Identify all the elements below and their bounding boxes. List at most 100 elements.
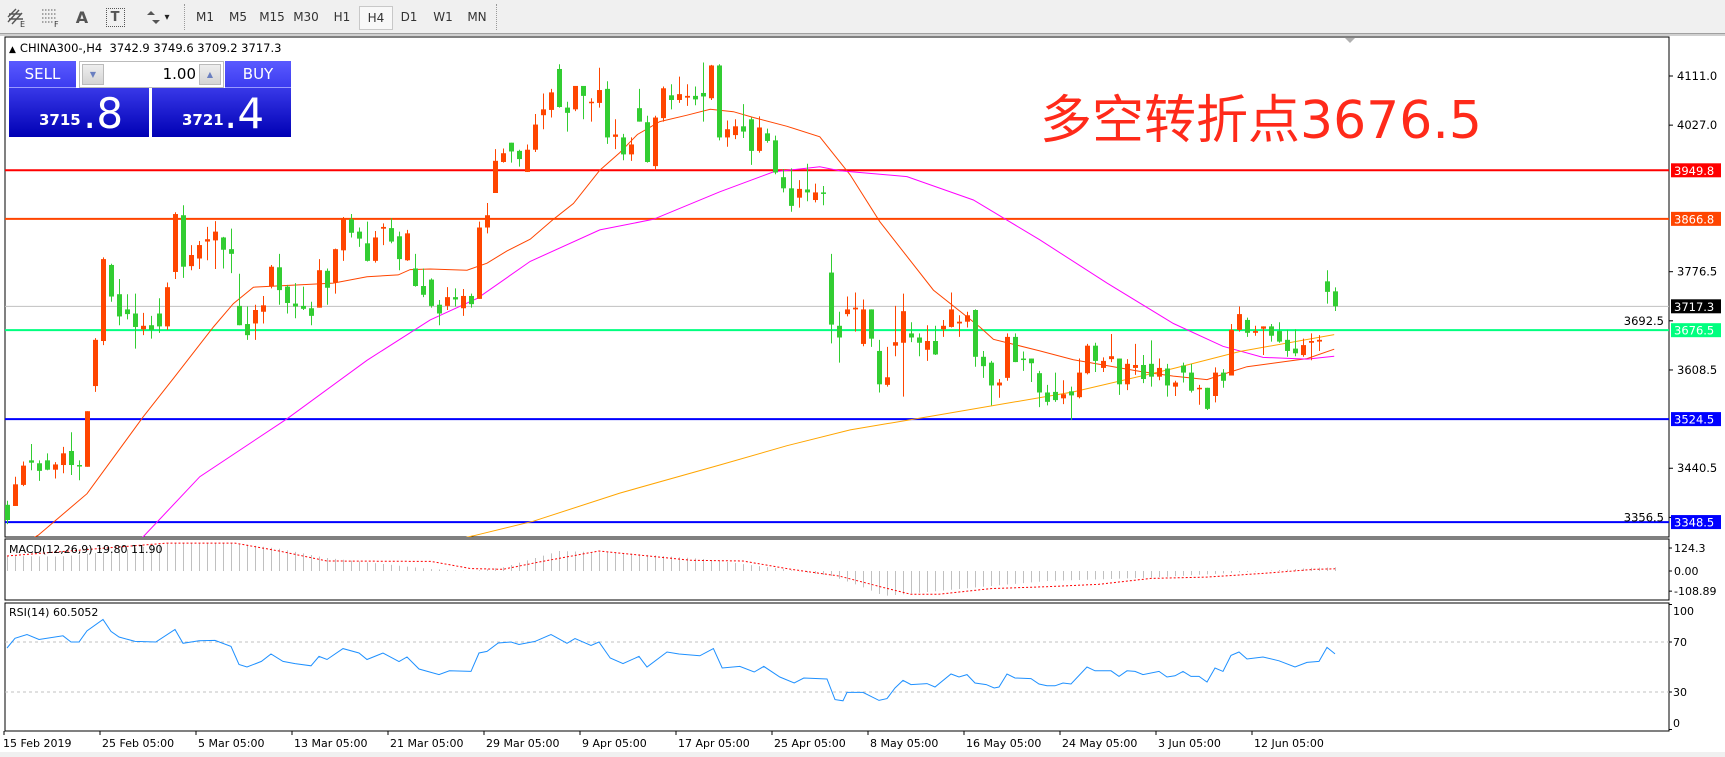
candle <box>757 116 762 153</box>
candle <box>917 333 922 357</box>
candle-body <box>397 236 402 260</box>
lot-increase-button[interactable]: ▲ <box>199 64 221 85</box>
candle-body <box>341 219 346 251</box>
candle <box>117 278 122 326</box>
candle <box>853 292 858 332</box>
candle-body <box>829 272 834 325</box>
text-label-icon[interactable]: T <box>103 5 127 29</box>
buy-button[interactable]: BUY <box>225 61 291 88</box>
time-axis-label: 29 Mar 05:00 <box>486 737 559 750</box>
candle <box>541 93 546 130</box>
candle <box>717 64 722 141</box>
text-icon[interactable]: A <box>75 7 89 27</box>
candle <box>437 300 442 326</box>
candle-body <box>549 92 554 110</box>
candle-body <box>1061 394 1066 399</box>
candle <box>549 88 554 118</box>
macd-signal-line <box>6 542 1336 595</box>
candle-body <box>1021 358 1026 361</box>
candle <box>1261 326 1266 356</box>
candle <box>973 309 978 367</box>
candle-body <box>1045 392 1050 402</box>
candle-body <box>1333 291 1338 307</box>
timeframe-m15[interactable]: M15 <box>259 10 285 24</box>
rsi-line <box>6 618 1336 702</box>
candle <box>949 292 954 328</box>
arrows-icon[interactable]: ▾ <box>140 5 174 29</box>
candle-body <box>1317 339 1322 342</box>
candle <box>1149 340 1154 387</box>
candle <box>45 453 50 471</box>
collapse-triangle-icon[interactable]: ▲ <box>9 45 16 55</box>
fibonacci-expansion-icon[interactable]: E <box>4 5 30 29</box>
candle <box>813 183 818 203</box>
timeframe-m30[interactable]: M30 <box>293 10 319 24</box>
fibonacci-grid-icon[interactable]: F <box>38 5 64 29</box>
candle <box>493 149 498 193</box>
candle <box>893 305 898 357</box>
candle-body <box>877 350 882 385</box>
macd-axis-label: 0.00 <box>1674 565 1699 578</box>
time-axis-label: 3 Jun 05:00 <box>1158 737 1221 750</box>
time-axis-label: 15 Feb 2019 <box>3 737 71 750</box>
candle <box>877 339 882 393</box>
candle <box>997 379 1002 398</box>
candle-body <box>1221 372 1226 381</box>
candle <box>653 115 658 171</box>
candle-body <box>1101 360 1106 368</box>
lot-size-input[interactable]: 1.00 <box>162 65 196 83</box>
buy-price-big: .4 <box>224 89 265 138</box>
timeframe-m5[interactable]: M5 <box>229 10 247 24</box>
lot-decrease-button[interactable]: ▼ <box>82 64 104 85</box>
timeframe-h4[interactable]: H4 <box>359 6 393 30</box>
timeframe-mn[interactable]: MN <box>467 10 487 24</box>
candle-body <box>485 215 490 228</box>
timeframe-w1[interactable]: W1 <box>433 10 453 24</box>
sell-button[interactable]: SELL <box>9 61 76 88</box>
candle <box>469 293 474 308</box>
chart-shift-marker <box>1345 38 1355 43</box>
candle <box>613 119 618 150</box>
candle <box>1013 333 1018 363</box>
pivot-annotation: 多空转折点3676.5 <box>1040 91 1482 151</box>
sell-price-box[interactable]: 3715 .8 <box>9 88 149 137</box>
candle <box>557 64 562 108</box>
candle-body <box>5 504 10 521</box>
candle <box>1181 362 1186 383</box>
candle-body <box>989 362 994 386</box>
price-axis-label: 3440.5 <box>1677 461 1717 475</box>
buy-price-box[interactable]: 3721 .4 <box>152 88 291 137</box>
candle-body <box>981 356 986 367</box>
candle-body <box>261 305 266 312</box>
candle-body <box>621 137 626 155</box>
candle-body <box>589 101 594 104</box>
candle <box>885 346 890 387</box>
candle-body <box>1253 331 1258 333</box>
moving-average-line <box>34 108 1335 537</box>
candle <box>845 296 850 317</box>
candle-body <box>325 270 330 288</box>
timeframe-d1[interactable]: D1 <box>400 10 418 24</box>
candle-body <box>1213 372 1218 396</box>
candle <box>1293 329 1298 357</box>
candle <box>53 462 58 479</box>
price-tag <box>1671 299 1721 314</box>
candle <box>5 500 10 525</box>
candle <box>85 411 90 467</box>
timeframe-h1[interactable]: H1 <box>333 10 351 24</box>
candle-body <box>1029 358 1034 364</box>
candle-body <box>901 311 906 343</box>
candle <box>933 325 938 356</box>
candle <box>733 119 738 140</box>
candle-body <box>845 309 850 315</box>
candle-body <box>165 287 170 327</box>
candle-body <box>533 124 538 150</box>
timeframe-m1[interactable]: M1 <box>196 10 214 24</box>
rsi-plot <box>5 618 1669 702</box>
candle-body <box>253 310 258 324</box>
candle-body <box>597 90 602 103</box>
candle-body <box>677 94 682 100</box>
candle <box>685 84 690 106</box>
time-axis-label: 21 Mar 05:00 <box>390 737 463 750</box>
